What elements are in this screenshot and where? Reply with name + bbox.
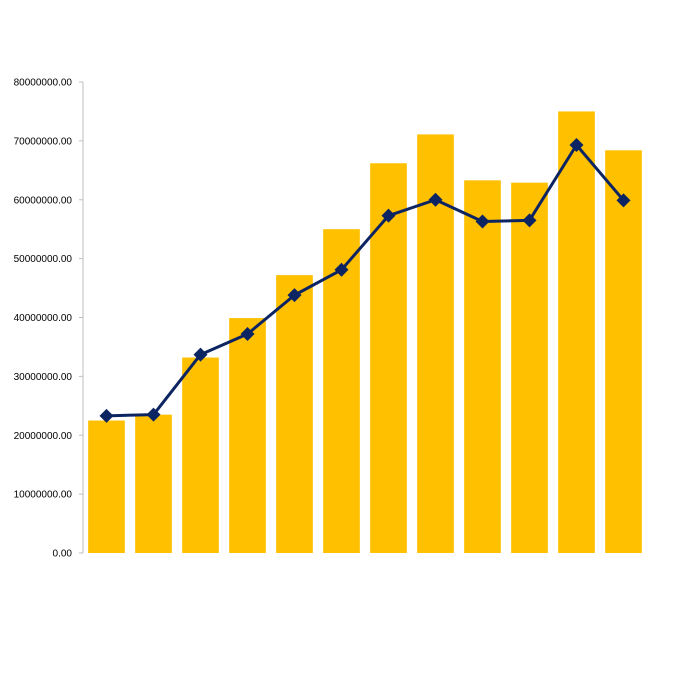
line-series [99,137,631,423]
line-point-diamond [569,137,584,152]
line-point-diamond [99,408,114,423]
y-tick-label: 80000000.00 [14,78,73,89]
line-point-diamond [240,326,255,341]
line-point-diamond [475,214,490,229]
bar [229,318,266,553]
y-tick-label: 70000000.00 [14,136,73,147]
y-tick-label: 50000000.00 [14,254,73,265]
line-point-diamond [287,288,302,303]
bar [276,275,313,553]
line-point-diamond [193,347,208,362]
line-point-diamond [522,213,537,228]
bar-series [88,111,642,554]
y-tick-label: 0.00 [53,549,73,560]
line-point-diamond [428,192,443,207]
line-point-diamond [334,262,349,277]
y-tick-label: 30000000.00 [14,372,73,383]
bar [464,180,501,554]
y-tick-label: 20000000.00 [14,431,73,442]
line-point-diamond [381,208,396,223]
bar [511,182,548,553]
series-line [106,143,625,418]
bar [135,414,172,553]
line-point-diamond [146,407,161,422]
line-point-diamond [616,193,631,208]
bar [605,150,642,554]
bar [88,420,125,553]
y-axis: 0.00 10000000.00 20000000.00 30000000.00 400… [14,78,84,560]
y-tick-label: 60000000.00 [14,195,73,206]
bar [182,357,219,553]
bar [558,111,595,553]
bar [323,229,360,553]
y-tick-label: 40000000.00 [14,313,73,324]
y-tick-label: 10000000.00 [14,490,73,501]
